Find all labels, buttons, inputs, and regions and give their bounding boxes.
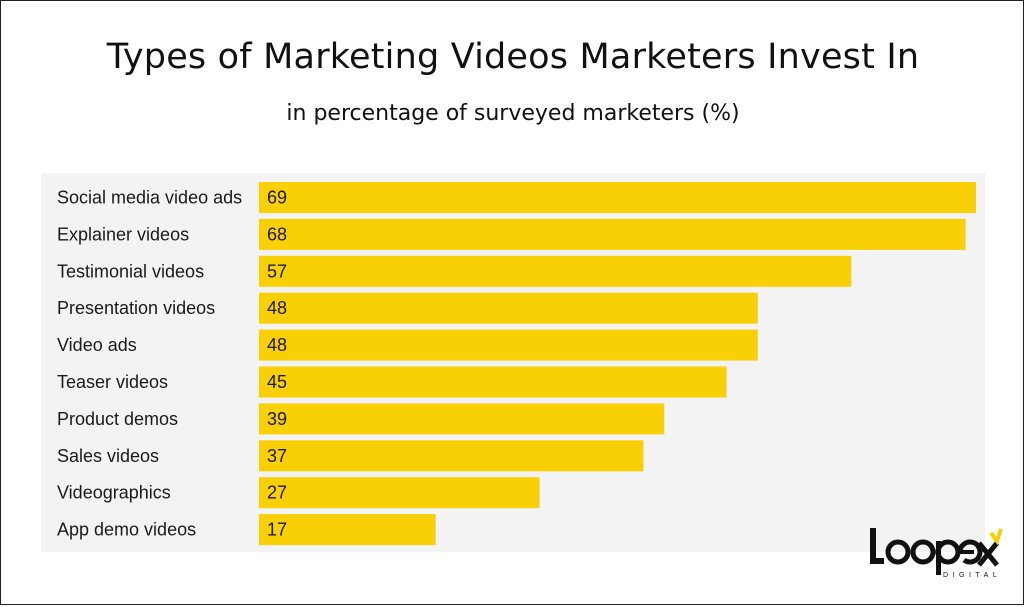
bar-chart: Social media video ads 69 Explainer videos… [57, 182, 976, 546]
bar [259, 329, 758, 361]
bar-value-label: 27 [267, 483, 287, 503]
bar [259, 440, 644, 472]
bar-value-label: 37 [267, 446, 287, 466]
bar [259, 292, 758, 324]
bar-value-label: 69 [267, 188, 287, 208]
category-label: Sales videos [57, 446, 159, 466]
category-label: Presentation videos [57, 298, 215, 318]
category-label: Testimonial videos [57, 261, 204, 281]
bar [259, 403, 665, 435]
bar [259, 255, 852, 287]
svg-text:DIGITAL: DIGITAL [943, 572, 1001, 579]
bar-value-label: 68 [267, 224, 287, 244]
category-label: Social media video ads [57, 188, 242, 208]
chart-panel: Social media video ads 69 Explainer videos… [41, 173, 985, 552]
loopex-digital-logo: DIGITAL [870, 528, 1003, 579]
bar-value-label: 45 [267, 372, 287, 392]
bar [259, 514, 436, 546]
category-label: Video ads [57, 335, 137, 355]
bar-value-label: 57 [267, 261, 287, 281]
category-label: App demo videos [57, 520, 196, 540]
category-label: Videographics [57, 483, 171, 503]
category-label: Explainer videos [57, 224, 189, 244]
bar-value-label: 48 [267, 298, 287, 318]
category-label: Teaser videos [57, 372, 168, 392]
chart-subtitle: in percentage of surveyed marketers (%) [286, 101, 740, 126]
bar [259, 477, 540, 509]
bar [259, 218, 966, 250]
bar [259, 182, 976, 213]
bar-value-label: 39 [267, 409, 287, 429]
chart-title: Types of Marketing Videos Marketers Inve… [106, 37, 920, 77]
bar-value-label: 48 [267, 335, 287, 355]
bar-value-label: 17 [267, 520, 287, 540]
category-label: Product demos [57, 409, 178, 429]
bar [259, 366, 727, 398]
